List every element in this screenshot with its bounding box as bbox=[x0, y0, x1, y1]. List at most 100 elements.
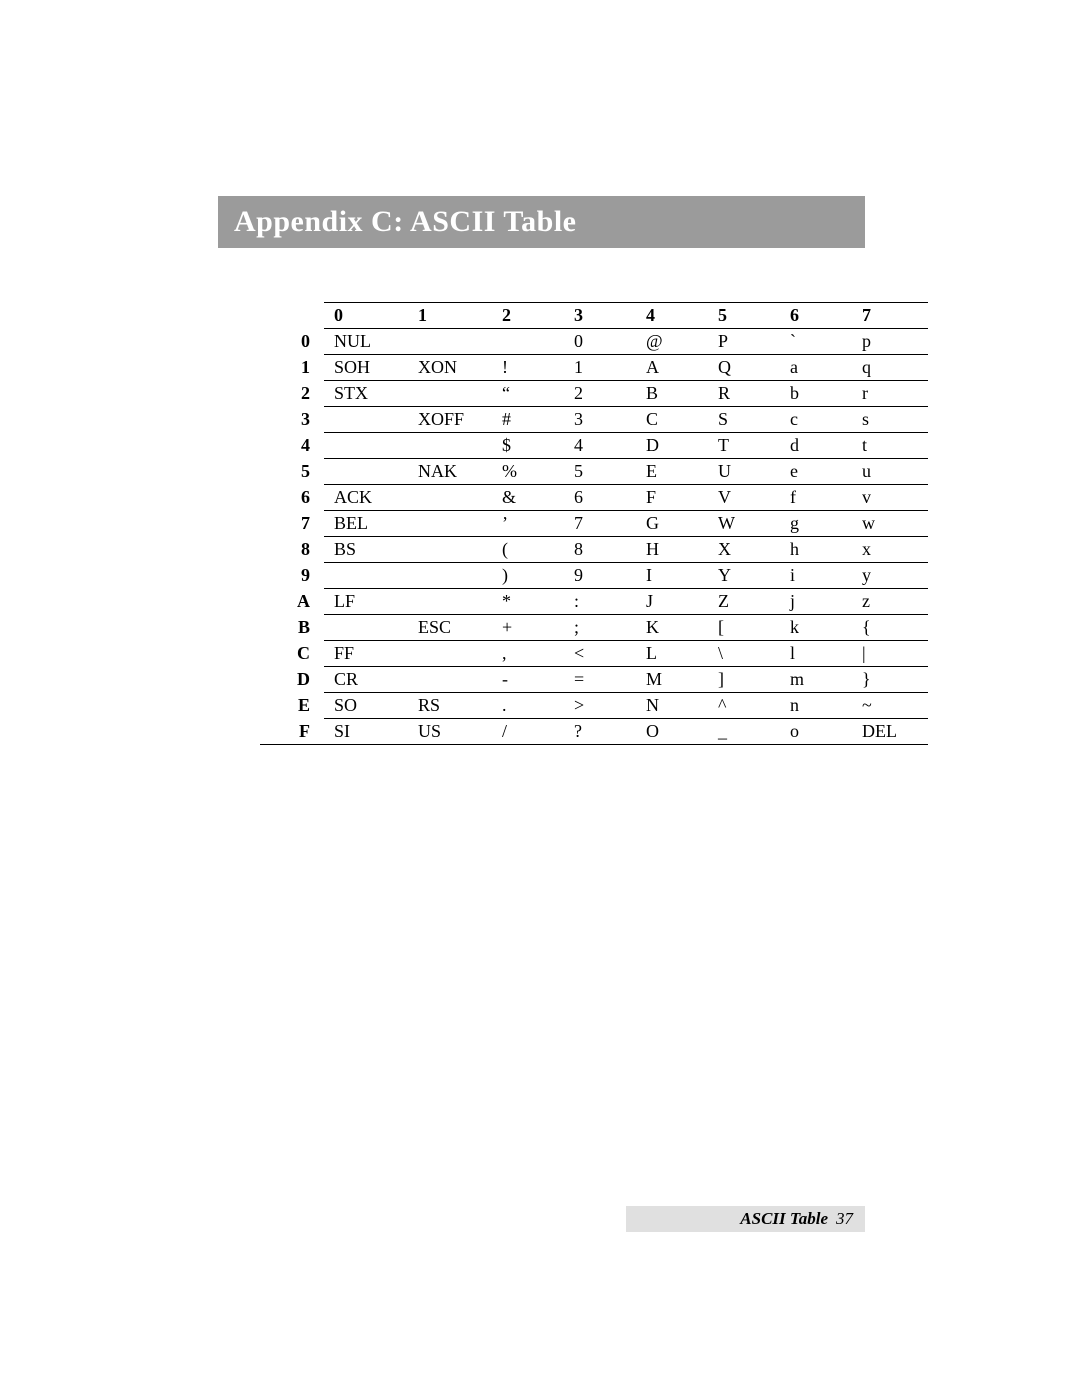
table-cell bbox=[408, 511, 492, 537]
row-header: 2 bbox=[260, 381, 324, 407]
ascii-table: 0 1 2 3 4 5 6 7 0NUL0@P`p1SOHXON!1AQaq2S… bbox=[260, 302, 928, 745]
table-cell: : bbox=[564, 589, 636, 615]
table-row: FSIUS/?O_oDEL bbox=[260, 719, 928, 745]
table-cell: RS bbox=[408, 693, 492, 719]
table-cell: 8 bbox=[564, 537, 636, 563]
table-cell: V bbox=[708, 485, 780, 511]
table-cell: XON bbox=[408, 355, 492, 381]
table-cell: Q bbox=[708, 355, 780, 381]
table-cell: Y bbox=[708, 563, 780, 589]
table-cell: g bbox=[780, 511, 852, 537]
table-cell: 7 bbox=[564, 511, 636, 537]
table-cell: K bbox=[636, 615, 708, 641]
table-cell: SI bbox=[324, 719, 408, 745]
table-cell bbox=[408, 537, 492, 563]
table-cell: P bbox=[708, 329, 780, 355]
table-cell: u bbox=[852, 459, 928, 485]
table-cell: X bbox=[708, 537, 780, 563]
table-cell: b bbox=[780, 381, 852, 407]
table-row: 5NAK%5EUeu bbox=[260, 459, 928, 485]
row-header: 7 bbox=[260, 511, 324, 537]
table-cell: > bbox=[564, 693, 636, 719]
table-cell bbox=[324, 615, 408, 641]
row-header: 8 bbox=[260, 537, 324, 563]
table-cell: O bbox=[636, 719, 708, 745]
table-cell: I bbox=[636, 563, 708, 589]
col-header: 7 bbox=[852, 303, 928, 329]
col-header: 0 bbox=[324, 303, 408, 329]
table-cell: C bbox=[636, 407, 708, 433]
table-cell: f bbox=[780, 485, 852, 511]
table-cell: v bbox=[852, 485, 928, 511]
table-cell: SOH bbox=[324, 355, 408, 381]
row-header: 0 bbox=[260, 329, 324, 355]
table-cell: T bbox=[708, 433, 780, 459]
col-header: 4 bbox=[636, 303, 708, 329]
page-title: Appendix C: ASCII Table bbox=[234, 205, 576, 239]
table-row: 8BS(8HXhx bbox=[260, 537, 928, 563]
row-header: 1 bbox=[260, 355, 324, 381]
table-row: 4$4DTdt bbox=[260, 433, 928, 459]
table-cell: d bbox=[780, 433, 852, 459]
table-cell: e bbox=[780, 459, 852, 485]
row-header: 6 bbox=[260, 485, 324, 511]
row-header: A bbox=[260, 589, 324, 615]
table-cell: * bbox=[492, 589, 564, 615]
table-row: 0NUL0@P`p bbox=[260, 329, 928, 355]
footer-bar: ASCII Table 37 bbox=[626, 1206, 865, 1232]
table-cell: G bbox=[636, 511, 708, 537]
table-cell: < bbox=[564, 641, 636, 667]
table-cell bbox=[408, 329, 492, 355]
table-cell: ESC bbox=[408, 615, 492, 641]
table-cell: M bbox=[636, 667, 708, 693]
table-cell bbox=[408, 433, 492, 459]
table-cell: a bbox=[780, 355, 852, 381]
table-cell: ^ bbox=[708, 693, 780, 719]
table-header: 0 1 2 3 4 5 6 7 bbox=[260, 303, 928, 329]
table-cell: / bbox=[492, 719, 564, 745]
table-row: 2STX“2BRbr bbox=[260, 381, 928, 407]
table-cell: y bbox=[852, 563, 928, 589]
table-cell: ] bbox=[708, 667, 780, 693]
table-cell bbox=[408, 485, 492, 511]
table-cell: ! bbox=[492, 355, 564, 381]
page: Appendix C: ASCII Table 0 1 2 3 4 5 6 7 … bbox=[0, 0, 1080, 1397]
table-cell: o bbox=[780, 719, 852, 745]
table-cell: E bbox=[636, 459, 708, 485]
row-header: F bbox=[260, 719, 324, 745]
table-cell bbox=[492, 329, 564, 355]
table-cell: B bbox=[636, 381, 708, 407]
table-cell: n bbox=[780, 693, 852, 719]
table-cell bbox=[324, 459, 408, 485]
table-cell: J bbox=[636, 589, 708, 615]
table-cell: 4 bbox=[564, 433, 636, 459]
table-cell: L bbox=[636, 641, 708, 667]
table-body: 0NUL0@P`p1SOHXON!1AQaq2STX“2BRbr3XOFF#3C… bbox=[260, 329, 928, 745]
table-cell: N bbox=[636, 693, 708, 719]
table-cell: SO bbox=[324, 693, 408, 719]
table-cell: ~ bbox=[852, 693, 928, 719]
table-cell: t bbox=[852, 433, 928, 459]
table-cell: h bbox=[780, 537, 852, 563]
table-cell: NAK bbox=[408, 459, 492, 485]
table-row: ESORS.>N^n~ bbox=[260, 693, 928, 719]
row-header: 3 bbox=[260, 407, 324, 433]
table-row: 3XOFF#3CScs bbox=[260, 407, 928, 433]
table-cell: 6 bbox=[564, 485, 636, 511]
table-cell: } bbox=[852, 667, 928, 693]
table-cell: l bbox=[780, 641, 852, 667]
table-row: DCR-=M]m} bbox=[260, 667, 928, 693]
table-cell: ` bbox=[780, 329, 852, 355]
table-cell: DEL bbox=[852, 719, 928, 745]
row-header: 5 bbox=[260, 459, 324, 485]
table-cell: R bbox=[708, 381, 780, 407]
table-cell: W bbox=[708, 511, 780, 537]
col-header bbox=[260, 303, 324, 329]
table-cell: q bbox=[852, 355, 928, 381]
col-header: 5 bbox=[708, 303, 780, 329]
table-cell: _ bbox=[708, 719, 780, 745]
table-cell: z bbox=[852, 589, 928, 615]
table-cell: ? bbox=[564, 719, 636, 745]
table-cell: “ bbox=[492, 381, 564, 407]
table-cell: @ bbox=[636, 329, 708, 355]
